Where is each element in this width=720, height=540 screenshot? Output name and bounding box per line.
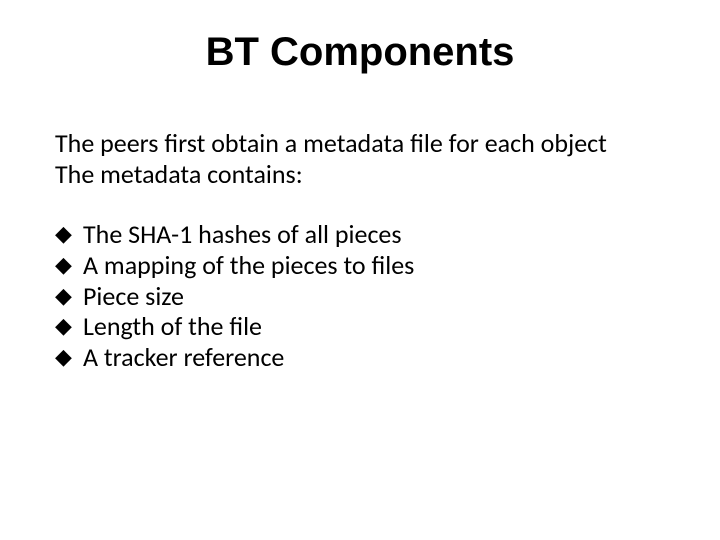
diamond-bullet-icon: ◆ bbox=[55, 250, 83, 280]
list-item-text: A mapping of the pieces to files bbox=[83, 250, 665, 281]
list-item: ◆ A tracker reference bbox=[55, 342, 665, 373]
intro-line-2: The metadata contains: bbox=[55, 159, 665, 190]
bullet-list: ◆ The SHA-1 hashes of all pieces ◆ A map… bbox=[55, 219, 665, 372]
slide: BT Components The peers first obtain a m… bbox=[0, 0, 720, 540]
list-item: ◆ A mapping of the pieces to files bbox=[55, 250, 665, 281]
list-item-text: Length of the file bbox=[83, 311, 665, 342]
slide-body: The peers first obtain a metadata file f… bbox=[55, 128, 665, 373]
list-item-text: Piece size bbox=[83, 281, 665, 312]
intro-line-1: The peers first obtain a metadata file f… bbox=[55, 128, 665, 159]
diamond-bullet-icon: ◆ bbox=[55, 281, 83, 311]
list-item-text: The SHA-1 hashes of all pieces bbox=[83, 219, 665, 250]
intro-block: The peers first obtain a metadata file f… bbox=[55, 128, 665, 189]
list-item: ◆ Length of the file bbox=[55, 311, 665, 342]
list-item-text: A tracker reference bbox=[83, 342, 665, 373]
slide-title: BT Components bbox=[0, 30, 720, 74]
diamond-bullet-icon: ◆ bbox=[55, 219, 83, 249]
list-item: ◆ The SHA-1 hashes of all pieces bbox=[55, 219, 665, 250]
list-item: ◆ Piece size bbox=[55, 281, 665, 312]
diamond-bullet-icon: ◆ bbox=[55, 311, 83, 341]
diamond-bullet-icon: ◆ bbox=[55, 342, 83, 372]
